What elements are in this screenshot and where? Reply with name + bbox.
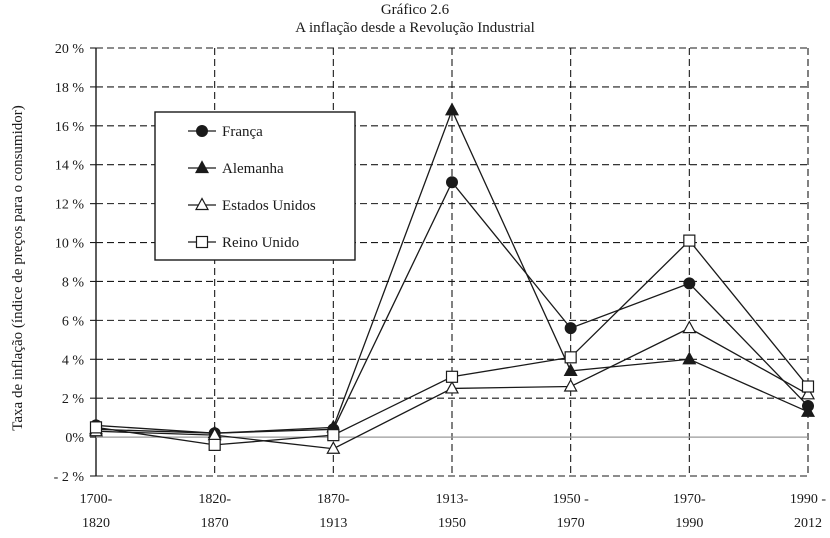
data-point — [801, 380, 815, 393]
data-point — [446, 176, 458, 189]
y-tick-label: 0% — [65, 431, 84, 446]
grid — [90, 47, 809, 477]
data-point — [326, 441, 341, 454]
y-tick-label: 10 % — [55, 237, 85, 252]
x-tick-labels: 1700- 1820 1820- 1870 1870- 1913 1913- 1950 1950… — [80, 492, 827, 531]
data-point — [327, 429, 340, 442]
x-tick-label: 1990 — [675, 516, 703, 531]
y-tick-label: 2 % — [62, 392, 85, 407]
x-tick-label: 1820 — [82, 516, 110, 531]
x-tick-label: 1950 — [438, 516, 466, 531]
x-tick-label: 1700- — [80, 492, 113, 507]
data-point — [800, 386, 816, 400]
data-point — [800, 404, 816, 417]
data-point — [682, 320, 697, 334]
y-tick-label: 16 % — [55, 120, 85, 135]
y-tick-label: 12 % — [55, 198, 85, 213]
legend-box — [154, 111, 356, 261]
y-axis-label: Taxa de inflação (índice de preços para … — [10, 105, 26, 430]
data-point — [683, 277, 696, 290]
series — [88, 102, 816, 454]
data-point — [564, 351, 577, 364]
data-point — [444, 380, 460, 394]
data-point — [563, 378, 578, 392]
y-tick-labels: 20 % 18 % 16 % 14 % 12 % 10 % 8 % 6 % 4 % 2 % 0% - … — [54, 42, 85, 485]
legend-label: França — [222, 124, 263, 140]
y-tick-label: 6 % — [62, 314, 85, 329]
data-point — [445, 370, 459, 383]
legend-marker — [194, 197, 210, 211]
legend-marker — [195, 235, 209, 249]
x-tick-label: 1950 - — [553, 492, 590, 507]
data-point — [89, 421, 103, 434]
x-tick-label: 1990 - — [790, 492, 827, 507]
legend-marker — [196, 125, 208, 137]
data-point — [444, 102, 460, 116]
data-point — [563, 363, 578, 377]
data-point — [208, 438, 221, 451]
x-tick-label: 1970- — [673, 492, 706, 507]
x-tick-label: 1870- — [317, 492, 350, 507]
y-tick-label: 14 % — [55, 159, 85, 174]
y-tick-label: 18 % — [55, 81, 85, 96]
x-tick-label: 1870 — [201, 516, 229, 531]
x-tick-label: 1913- — [436, 492, 469, 507]
chart-title: Gráfico 2.6 — [380, 2, 450, 18]
x-tick-label: 2012 — [794, 516, 822, 531]
y-tick-label: 4 % — [62, 353, 85, 368]
y-tick-label: 20 % — [55, 42, 85, 57]
x-tick-label: 1970 — [557, 516, 585, 531]
data-point — [564, 322, 577, 335]
x-tick-label: 1913 — [319, 516, 347, 531]
data-point — [682, 351, 697, 365]
legend-label: Reino Unido — [222, 235, 299, 251]
chart-subtitle: A inflação desde a Revolução Industrial — [295, 20, 535, 36]
legend-label: Alemanha — [222, 161, 284, 177]
legend-marker — [194, 160, 210, 174]
x-tick-label: 1820- — [198, 492, 231, 507]
y-tick-label: 8 % — [62, 275, 85, 290]
y-tick-label: - 2 % — [54, 470, 85, 485]
data-point — [683, 234, 696, 247]
legend-label: Estados Unidos — [222, 198, 316, 214]
legend: França Alemanha Estados Unidos Reino Unido — [154, 111, 356, 261]
